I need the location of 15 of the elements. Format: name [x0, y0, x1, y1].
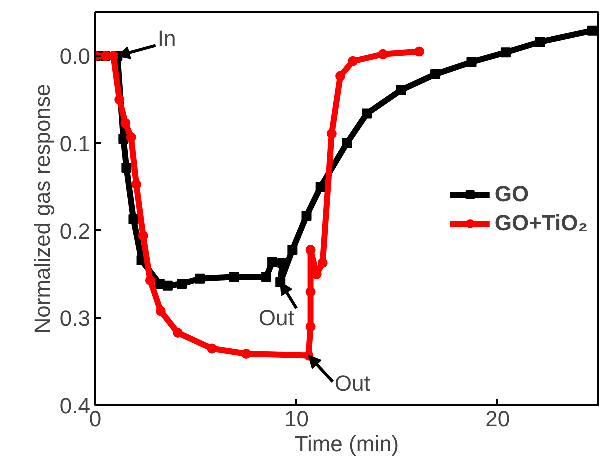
legend-label: GO+TiO₂ [494, 210, 588, 236]
y-tick-label: 0.2 [60, 218, 91, 244]
y-tick-label: 0.1 [60, 132, 91, 156]
x-axis-title: Time (min) [294, 432, 400, 456]
legend-label: GO [494, 181, 530, 207]
x-tick-label: 0 [89, 406, 102, 432]
annotation: In [158, 26, 176, 52]
x-tick-label: 20 [486, 406, 510, 432]
y-axis-title: Normalized gas response [30, 84, 55, 334]
y-tick-label: 0.4 [60, 394, 91, 418]
x-tick-label: 10 [284, 406, 309, 432]
annotation: Out [258, 306, 294, 331]
y-tick-label: 0.3 [60, 306, 91, 332]
y-tick-label: 0.0 [60, 44, 91, 70]
annotation: Out [334, 371, 370, 396]
